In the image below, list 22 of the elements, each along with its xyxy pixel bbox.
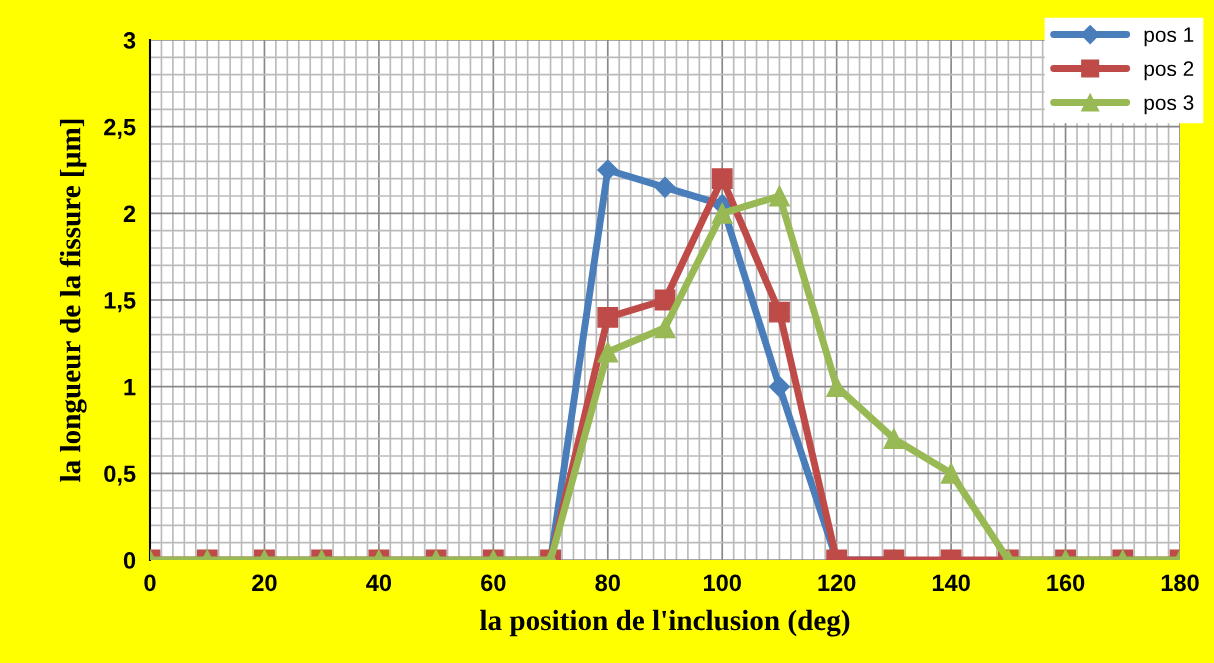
legend-label: pos 2	[1144, 61, 1194, 81]
x-tick-label: 40	[366, 574, 392, 592]
x-tick-label: 100	[704, 574, 741, 592]
x-tick-label: 0	[144, 574, 156, 592]
x-tick-label: 80	[595, 574, 620, 592]
y-tick-label: 1	[124, 378, 136, 396]
y-tick-label: 0	[123, 552, 136, 569]
x-axis-title: la position de l'inclusion (deg)	[480, 609, 850, 637]
legend-label: pos 1	[1144, 27, 1194, 47]
y-tick-label: 0,5	[104, 465, 136, 486]
x-tick-label: 180	[1161, 574, 1199, 592]
y-tick-label: 1,5	[104, 292, 136, 313]
y-axis-title: la longueur de la fissure [µm]	[59, 119, 87, 482]
x-tick-label: 120	[818, 574, 856, 592]
x-tick-label: 160	[1047, 574, 1085, 592]
y-tick-label: 2,5	[104, 118, 136, 139]
legend-label: pos 3	[1144, 95, 1194, 115]
y-tick-label: 3	[123, 32, 136, 49]
y-tick-label: 2	[123, 205, 136, 222]
x-tick-label: 60	[481, 574, 506, 592]
x-tick-label: 20	[252, 574, 277, 592]
x-tick-label: 140	[932, 574, 970, 592]
